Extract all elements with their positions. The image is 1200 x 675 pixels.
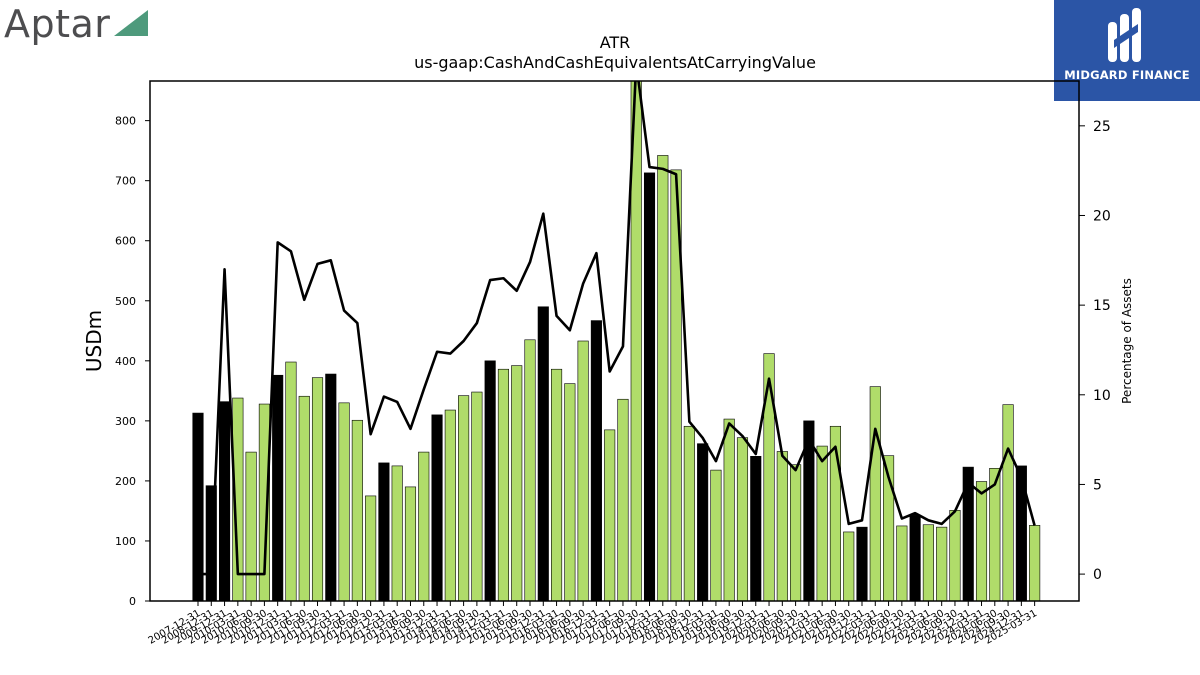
y-tick-label: 800 bbox=[115, 115, 136, 128]
midgard-finance-logo: MIDGARD FINANCE bbox=[1054, 0, 1200, 101]
quarter-bar bbox=[311, 377, 324, 601]
annual-bar bbox=[962, 466, 974, 601]
annual-bar bbox=[697, 443, 709, 601]
quarter-bar bbox=[843, 531, 855, 601]
quarter-bar bbox=[551, 368, 563, 601]
quarter-bar bbox=[232, 397, 244, 601]
y-tick-label: 500 bbox=[115, 295, 136, 308]
quarter-bar bbox=[736, 437, 749, 601]
aptar-wordmark: Aptar bbox=[4, 2, 111, 46]
quarter-bar bbox=[869, 386, 881, 601]
quarter-bar bbox=[949, 510, 961, 601]
quarter-bar bbox=[936, 526, 948, 601]
left-y-axis: 0 100 200 300 400 500 600 700 800 bbox=[115, 115, 150, 608]
quarter-bar bbox=[285, 361, 297, 601]
y-tick-label: 700 bbox=[115, 175, 136, 188]
y-tick-label: 100 bbox=[115, 535, 136, 548]
annual-bar bbox=[1015, 465, 1027, 601]
quarter-bar bbox=[896, 525, 908, 601]
quarter-bar bbox=[444, 409, 456, 601]
annual-bar bbox=[590, 320, 602, 601]
quarter-bar bbox=[723, 418, 735, 601]
quarter-bar bbox=[816, 445, 828, 601]
quarter-bar bbox=[524, 339, 536, 601]
annual-bar bbox=[750, 455, 762, 601]
quarter-bar bbox=[497, 368, 509, 601]
aptar-leaf-icon bbox=[114, 10, 149, 40]
quarter-bar bbox=[922, 524, 934, 601]
aptar-logo: Aptar bbox=[4, 2, 152, 46]
quarter-bar bbox=[975, 481, 988, 601]
quarter-bar bbox=[617, 398, 629, 601]
quarter-bar bbox=[511, 365, 523, 601]
quarter-bar bbox=[471, 391, 483, 601]
quarter-bar bbox=[404, 486, 417, 601]
annual-bar bbox=[325, 373, 337, 601]
quarter-bar bbox=[338, 402, 350, 601]
y-tick-label: 0 bbox=[129, 595, 136, 608]
y-tick-label: 200 bbox=[115, 475, 136, 488]
y-axis-label: USDm bbox=[82, 310, 106, 372]
bar-series bbox=[192, 81, 1041, 601]
midgard-brand-text: MIDGARD FINANCE bbox=[1064, 68, 1190, 82]
pct-line-series bbox=[198, 81, 1036, 576]
quarter-bar bbox=[245, 451, 257, 601]
midgard-mark-icon bbox=[1108, 8, 1141, 62]
right-y-axis: 0 5 10 15 20 25 bbox=[1079, 119, 1111, 583]
quarter-bar bbox=[298, 395, 310, 601]
quarter-bar bbox=[458, 395, 470, 601]
annual-bar bbox=[431, 414, 443, 601]
quarter-bar bbox=[391, 465, 403, 601]
y2-tick-label: 0 bbox=[1093, 567, 1102, 583]
annual-bar bbox=[219, 401, 231, 601]
y2-axis-label: Percentage of Assets bbox=[1120, 278, 1134, 404]
pct-line bbox=[198, 81, 1036, 576]
plot-frame bbox=[149, 80, 1080, 602]
quarter-bar bbox=[883, 455, 895, 601]
y-tick-label: 300 bbox=[115, 415, 136, 428]
quarter-bar bbox=[790, 464, 802, 601]
quarter-bar bbox=[763, 353, 775, 601]
quarter-bar bbox=[683, 425, 695, 601]
quarter-bar bbox=[657, 155, 669, 601]
x-axis: 2007-12-312008-12-312009-12-312010-03-31… bbox=[147, 601, 1039, 647]
y-tick-label: 600 bbox=[115, 235, 136, 248]
quarter-bar bbox=[670, 169, 682, 601]
quarter-bar bbox=[351, 419, 363, 601]
annual-bar bbox=[272, 374, 284, 601]
annual-bar bbox=[537, 306, 549, 601]
quarter-bar bbox=[418, 451, 430, 601]
quarter-bar bbox=[564, 383, 576, 601]
quarter-bar bbox=[1002, 404, 1014, 601]
y2-tick-label: 15 bbox=[1093, 298, 1111, 314]
y2-tick-label: 20 bbox=[1093, 208, 1111, 224]
annual-bar bbox=[192, 412, 204, 601]
chart-title: ATR bbox=[600, 33, 631, 52]
y-tick-label: 400 bbox=[115, 355, 136, 368]
annual-bar bbox=[643, 172, 656, 601]
y2-tick-label: 5 bbox=[1093, 477, 1102, 493]
y2-tick-label: 10 bbox=[1093, 388, 1111, 404]
quarter-bar bbox=[776, 451, 788, 601]
y2-tick-label: 25 bbox=[1093, 119, 1111, 135]
annual-bar bbox=[378, 462, 390, 601]
quarter-bar bbox=[604, 429, 616, 601]
quarter-bar bbox=[365, 495, 377, 601]
quarter-bar bbox=[710, 469, 722, 601]
annual-bar bbox=[856, 526, 868, 601]
annual-bar bbox=[909, 514, 921, 601]
chart-subtitle: us-gaap:CashAndCashEquivalentsAtCarrying… bbox=[414, 53, 816, 72]
quarter-bar bbox=[577, 340, 589, 601]
quarter-bar bbox=[1029, 525, 1041, 601]
annual-bar bbox=[484, 360, 496, 601]
